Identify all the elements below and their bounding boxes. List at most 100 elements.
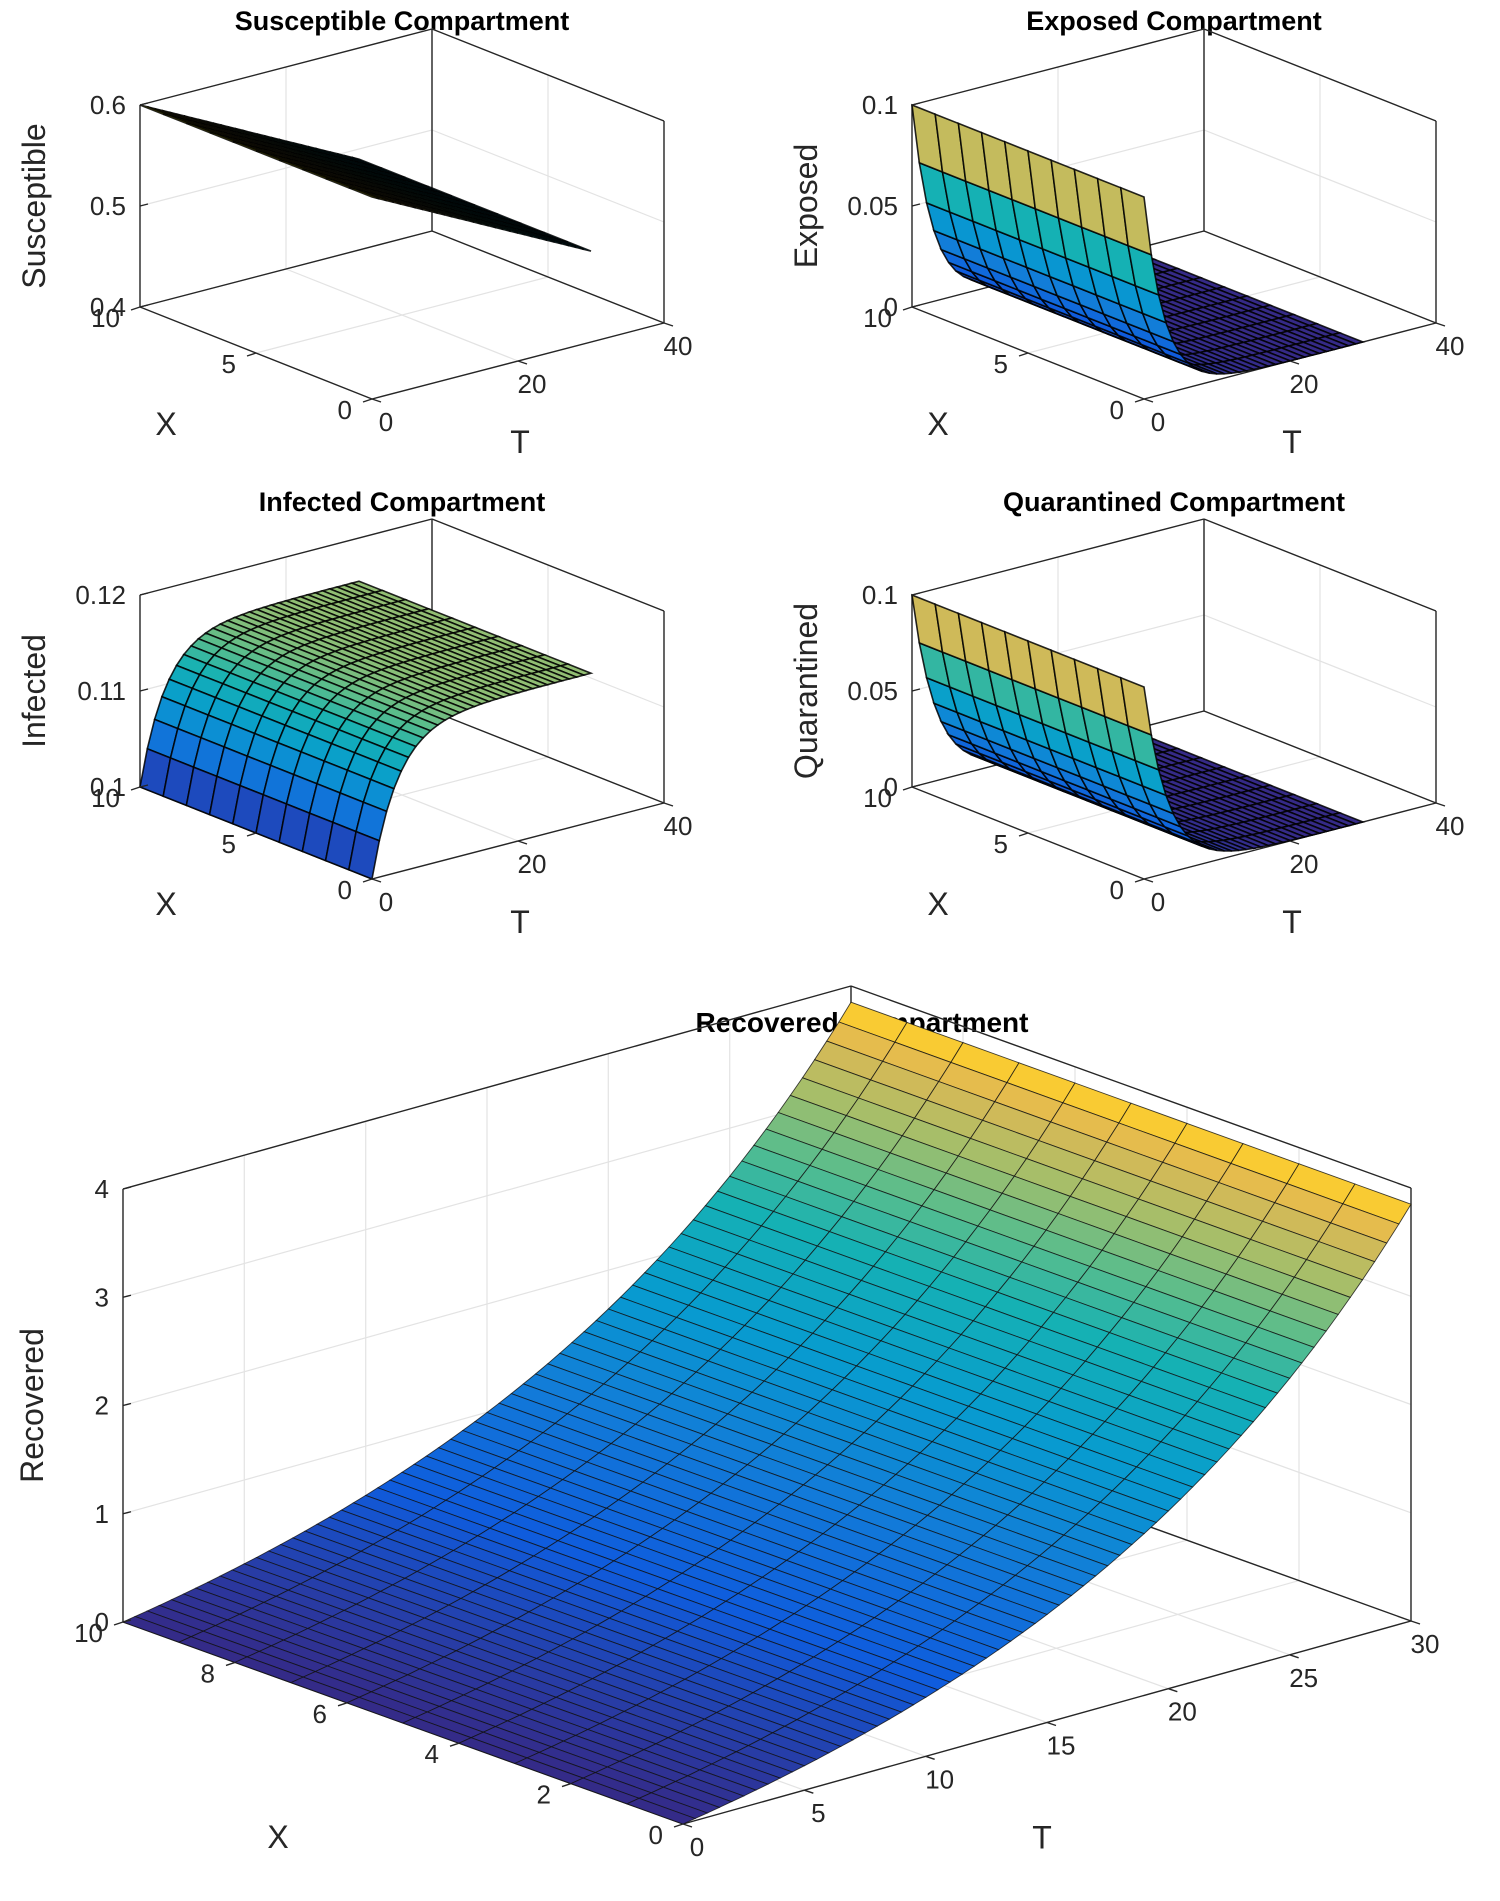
axis-edge bbox=[139, 28, 433, 106]
z-tick-label: 0 bbox=[95, 1607, 109, 1637]
x-tick-mark bbox=[362, 398, 373, 403]
t-tick-label: 0 bbox=[1151, 887, 1165, 917]
x-tick-mark bbox=[902, 306, 913, 311]
z-axis-label: Quarantined bbox=[788, 603, 824, 779]
panel-infected: Infected Compartment 0.1 0.11 0.12 0 5 10 0 20 40… bbox=[16, 487, 692, 940]
axis-edge bbox=[911, 28, 1205, 106]
x-tick-label: 5 bbox=[222, 349, 236, 379]
z-tick-mark bbox=[911, 688, 921, 692]
x-tick-label: 10 bbox=[74, 1618, 103, 1648]
axis-edge bbox=[850, 985, 1412, 1189]
z-tick-label: 0.1 bbox=[90, 772, 126, 802]
x-tick-label: 0 bbox=[1110, 875, 1124, 905]
chart-title: Exposed Compartment bbox=[1026, 6, 1322, 36]
z-tick-mark bbox=[139, 784, 149, 788]
axis-edge bbox=[431, 710, 665, 804]
x-tick-mark bbox=[1018, 832, 1029, 837]
surface-patch bbox=[1119, 676, 1153, 737]
z-tick-mark bbox=[122, 1402, 132, 1407]
surface bbox=[139, 104, 592, 252]
axis-labels: Quarantined X T bbox=[788, 603, 1302, 940]
t-tick-label: 40 bbox=[1436, 331, 1465, 361]
z-tick-label: 4 bbox=[95, 1174, 109, 1204]
tick-labels: 0.1 0.11 0.12 0 5 10 0 20 40 bbox=[75, 580, 692, 917]
z-tick-label: 0.1 bbox=[862, 580, 898, 610]
axis-labels: Recovered X T bbox=[14, 1328, 1052, 1855]
z-tick-label: 0.11 bbox=[77, 676, 126, 706]
grid-line-z bbox=[139, 518, 665, 612]
x-tick-label: 0 bbox=[649, 1820, 663, 1850]
t-tick-label: 0 bbox=[1151, 407, 1165, 437]
z-tick-mark bbox=[139, 304, 149, 308]
x-tick-mark bbox=[225, 1661, 236, 1667]
t-tick-mark bbox=[1410, 1620, 1421, 1625]
z-tick-mark bbox=[122, 1511, 132, 1515]
x-tick-label: 6 bbox=[313, 1699, 327, 1729]
surface bbox=[911, 103, 1366, 375]
axis-edge bbox=[139, 230, 433, 308]
surface bbox=[910, 593, 1366, 852]
x-axis-label: X bbox=[155, 406, 176, 442]
z-tick-label: 3 bbox=[95, 1282, 109, 1312]
x-tick-mark bbox=[449, 1742, 460, 1747]
axis-edge bbox=[431, 28, 665, 122]
t-tick-label: 30 bbox=[1411, 1629, 1440, 1659]
x-tick-mark bbox=[1134, 398, 1145, 403]
z-tick-label: 0 bbox=[884, 292, 898, 322]
panel-quarantined: Quarantined Compartment00.050.1051002040… bbox=[788, 487, 1464, 940]
surface bbox=[121, 1001, 1412, 1825]
axis-edge bbox=[122, 985, 852, 1190]
t-tick-label: 40 bbox=[664, 811, 693, 841]
x-tick-label: 5 bbox=[994, 829, 1008, 859]
z-tick-mark bbox=[911, 592, 921, 596]
t-tick-mark bbox=[663, 802, 674, 807]
t-axis-label: T bbox=[1282, 904, 1302, 940]
surface bbox=[139, 580, 594, 881]
chart-title: Infected Compartment bbox=[259, 487, 546, 517]
t-tick-mark bbox=[517, 840, 528, 845]
axis-edge bbox=[1203, 710, 1437, 804]
axis-edge bbox=[1203, 518, 1437, 612]
t-tick-mark bbox=[371, 398, 382, 403]
z-axis-label: Recovered bbox=[14, 1328, 50, 1483]
z-tick-mark bbox=[122, 1186, 132, 1190]
x-tick-label: 10 bbox=[91, 303, 120, 333]
t-tick-mark bbox=[1435, 322, 1446, 327]
t-tick-mark bbox=[925, 1755, 935, 1760]
t-tick-mark bbox=[1289, 360, 1300, 365]
t-tick-mark bbox=[517, 360, 528, 365]
z-tick-label: 0.5 bbox=[90, 191, 126, 221]
x-tick-label: 5 bbox=[222, 829, 236, 859]
x-tick-label: 10 bbox=[863, 303, 892, 333]
x-tick-label: 0 bbox=[1110, 395, 1124, 425]
z-axis-label: Exposed bbox=[788, 144, 824, 269]
t-tick-mark bbox=[1143, 398, 1154, 403]
x-tick-mark bbox=[337, 1702, 348, 1707]
z-tick-mark bbox=[911, 304, 921, 308]
z-tick-mark bbox=[122, 1619, 132, 1623]
chart-title: Susceptible Compartment bbox=[235, 6, 570, 36]
t-tick-mark bbox=[804, 1789, 814, 1794]
z-tick-mark bbox=[911, 102, 921, 106]
t-tick-mark bbox=[371, 878, 382, 883]
z-tick-label: 0.05 bbox=[847, 191, 898, 221]
z-axis-label: Susceptible bbox=[16, 123, 52, 288]
x-axis-label: X bbox=[267, 1819, 288, 1855]
x-tick-label: 2 bbox=[537, 1780, 551, 1810]
x-tick-mark bbox=[561, 1782, 572, 1788]
axis-edge bbox=[431, 230, 665, 324]
x-tick-label: 10 bbox=[91, 783, 120, 813]
panel-recovered: Recovered Compartment0123402468100510152… bbox=[14, 985, 1439, 1862]
t-tick-mark bbox=[1435, 802, 1446, 807]
axis-edge bbox=[911, 518, 1205, 596]
z-tick-mark bbox=[139, 203, 149, 207]
grid-line-z bbox=[139, 28, 665, 122]
t-tick-label: 25 bbox=[1289, 1663, 1318, 1693]
t-tick-label: 20 bbox=[1290, 849, 1319, 879]
grid-line-z bbox=[911, 518, 1437, 612]
t-tick-label: 0 bbox=[379, 407, 393, 437]
